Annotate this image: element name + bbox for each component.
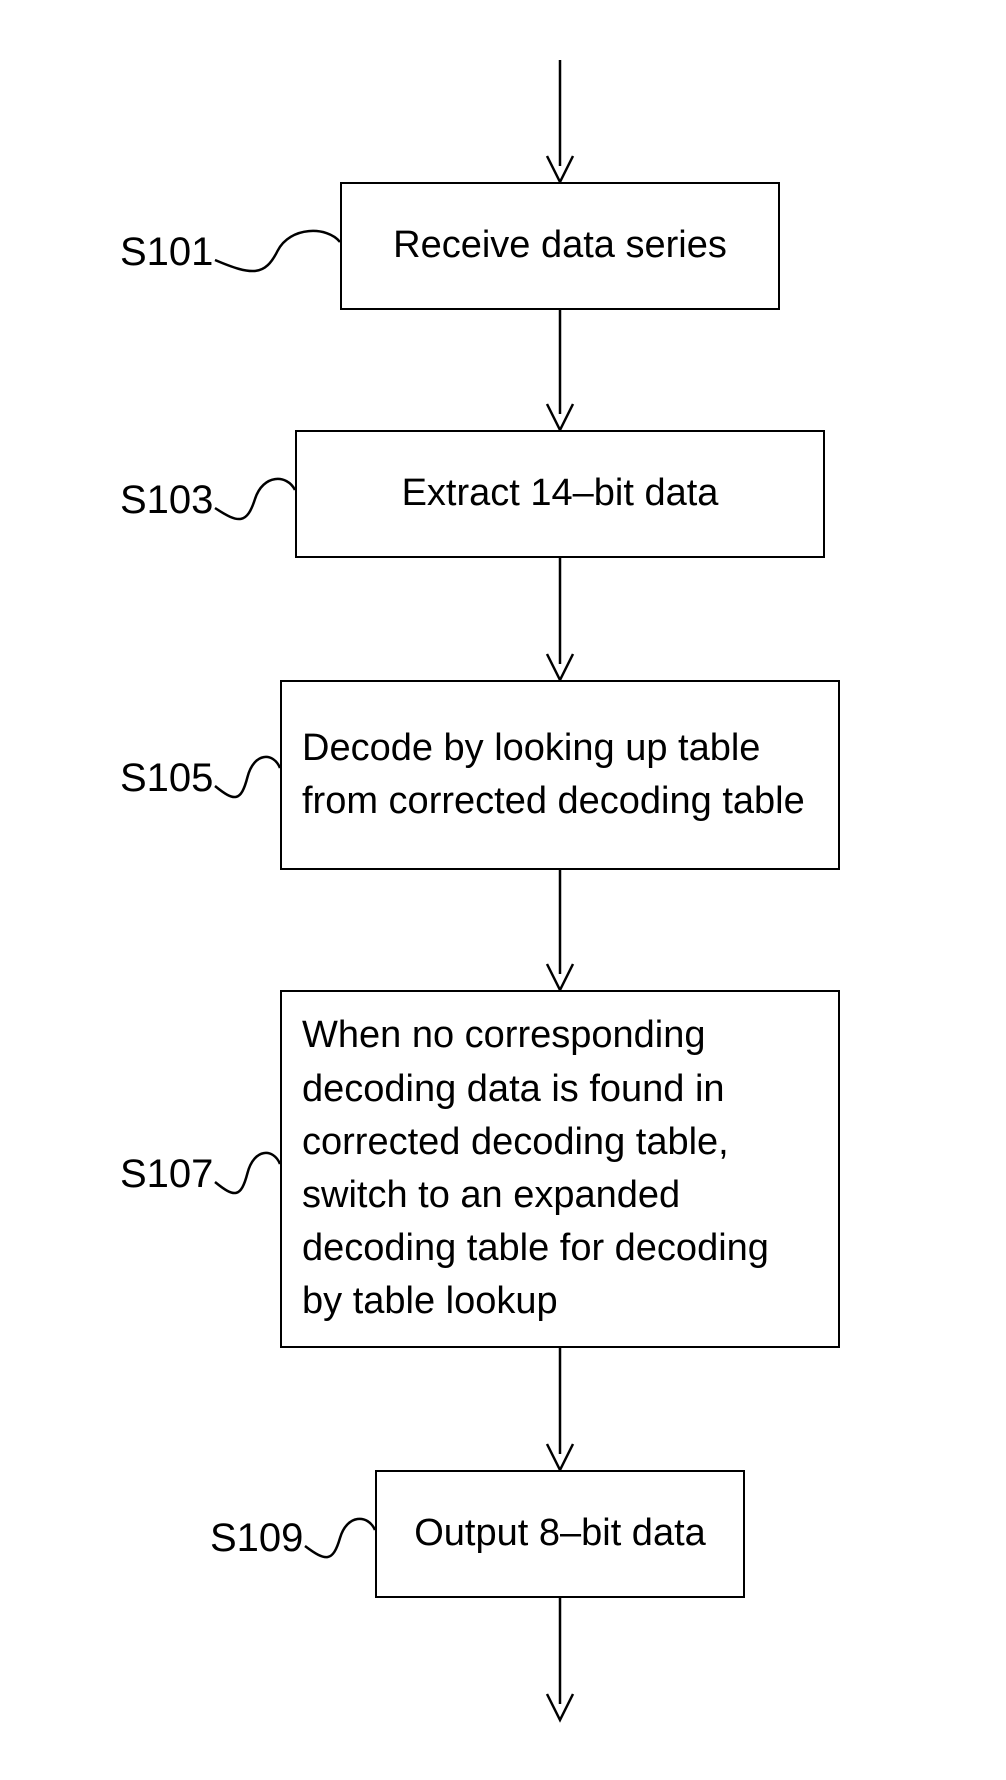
squiggle-S109 — [0, 0, 1006, 1780]
flowchart-container: Receive data seriesS101Extract 14–bit da… — [0, 0, 1006, 1780]
